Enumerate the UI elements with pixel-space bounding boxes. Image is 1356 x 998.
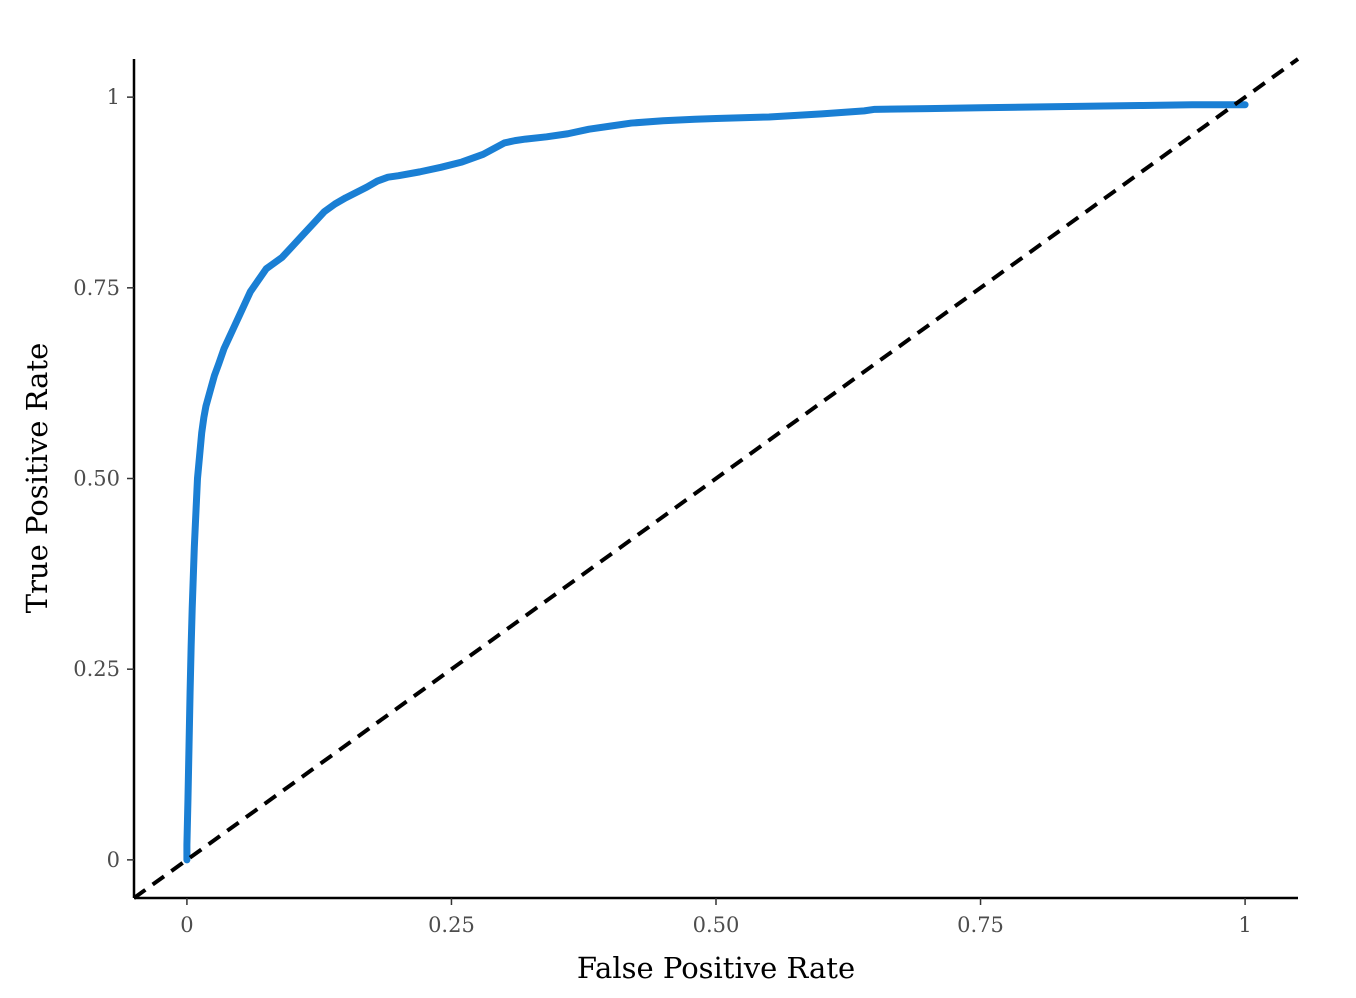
y-tick-label: 1 bbox=[107, 85, 120, 109]
y-axis-title: True Positive Rate bbox=[20, 343, 54, 614]
x-axis-title: False Positive Rate bbox=[577, 951, 855, 985]
x-tick-label: 0 bbox=[180, 913, 193, 937]
x-tick-label: 0.50 bbox=[693, 913, 740, 937]
y-tick-label: 0.50 bbox=[73, 467, 120, 491]
x-tick-label: 1 bbox=[1238, 913, 1251, 937]
plot-area bbox=[132, 57, 1300, 900]
x-tick-label: 0.25 bbox=[428, 913, 475, 937]
y-tick-label: 0.75 bbox=[73, 276, 120, 300]
x-axis: 0 0.25 0.50 0.75 1 bbox=[134, 896, 1298, 937]
y-axis: 0 0.25 0.50 0.75 1 bbox=[73, 59, 136, 898]
reference-diagonal-line bbox=[132, 57, 1300, 900]
roc-curve-line bbox=[183, 101, 1249, 864]
y-tick-label: 0 bbox=[107, 848, 120, 872]
y-tick-label: 0.25 bbox=[73, 657, 120, 681]
x-tick-label: 0.75 bbox=[957, 913, 1004, 937]
